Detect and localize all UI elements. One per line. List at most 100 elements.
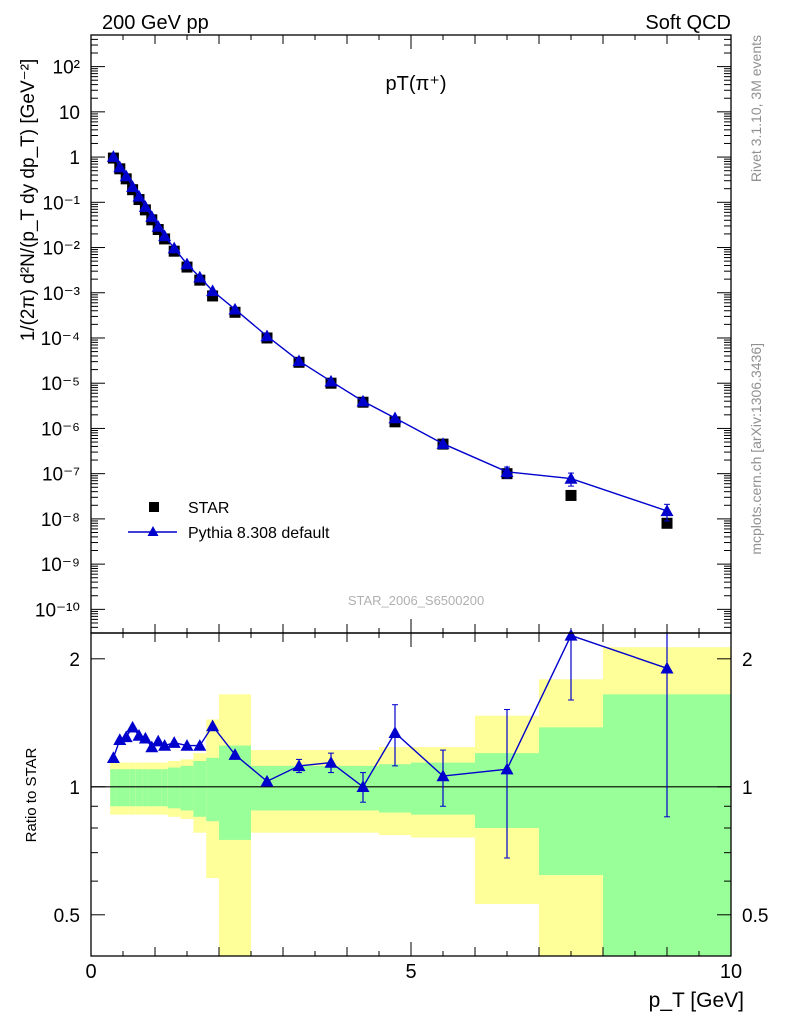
pythia-point-0	[106, 150, 120, 162]
ratio-point-9	[167, 736, 181, 748]
pythia-point-22	[660, 504, 674, 517]
x-tick-label: 0	[85, 961, 96, 983]
y-tick-label-upper: 10⁻¹⁰	[35, 600, 80, 621]
y-tick-label-upper: 10⁻¹	[43, 193, 81, 214]
band-inner-7	[155, 769, 162, 807]
ratio-point-11	[193, 739, 207, 751]
band-inner-12	[206, 757, 219, 822]
band-inner-5	[142, 769, 149, 807]
band-inner-15	[283, 765, 315, 811]
band-inner-9	[167, 767, 181, 809]
rivet-label: Rivet 3.1.10, 3M events	[748, 35, 764, 182]
band-inner-6	[148, 769, 155, 807]
pythia-point-13	[228, 302, 242, 315]
x-tick-label: 5	[405, 961, 416, 983]
pythia-point-2	[119, 169, 133, 182]
pythia-point-14	[260, 329, 274, 342]
pythia-point-7	[151, 220, 165, 232]
ratio-point-13	[228, 748, 242, 760]
y-tick-label-ratio-right: 0.5	[742, 906, 768, 927]
data-series	[106, 150, 674, 859]
ratio-plot-frame	[90, 632, 732, 957]
y-tick-label-ratio-right: 1	[742, 778, 753, 799]
pythia-point-6	[145, 210, 159, 222]
pythia-point-3	[126, 180, 140, 193]
series-pythia	[106, 150, 674, 522]
pythia-point-10	[180, 257, 194, 270]
ratio-point-0	[106, 751, 120, 764]
ratio-point-15	[292, 759, 306, 772]
band-inner-18	[379, 764, 411, 813]
ratio-point-10	[180, 739, 194, 751]
ratio-point-12	[206, 719, 220, 732]
pythia-point-17	[356, 394, 370, 407]
y-tick-label-upper: 1	[69, 148, 80, 169]
band-inner-1	[116, 769, 123, 807]
y-tick-label-upper: 10⁻⁸	[41, 510, 80, 531]
band-inner-8	[161, 769, 168, 807]
y-tick-label-ratio-left: 0.5	[54, 906, 80, 927]
x-tick-label: 10	[720, 961, 742, 983]
y-tick-label-upper: 10⁻⁷	[42, 465, 80, 486]
band-inner-13	[219, 745, 251, 840]
pythia-line	[112, 156, 668, 512]
y-tick-label-upper: 10⁻⁹	[41, 555, 80, 576]
band-inner-11	[193, 760, 207, 817]
y-tick-label-upper: 10⁻³	[43, 284, 81, 305]
pythia-point-5	[138, 200, 152, 212]
ratio-point-20	[500, 762, 514, 775]
analysis-label: STAR_2006_S6500200	[348, 593, 484, 608]
ratio-point-6	[145, 740, 159, 753]
legend-label-pythia: Pythia 8.308 default	[188, 525, 330, 542]
y-tick-label-upper: 10⁻⁵	[41, 374, 80, 395]
band-inner-4	[135, 769, 143, 807]
pythia-point-21	[564, 472, 578, 484]
x-axis-title: p_T [GeV]	[649, 989, 744, 1012]
pythia-point-16	[324, 374, 338, 387]
legend-label-star: STAR	[188, 500, 229, 517]
pythia-point-19	[436, 437, 450, 449]
legend-marker-pythia	[147, 526, 159, 536]
ratio-point-16	[324, 756, 338, 768]
series-star	[107, 152, 673, 529]
band-inner-10	[180, 765, 194, 811]
pythia-point-12	[206, 284, 220, 297]
y-tick-label-upper: 10⁻²	[43, 239, 81, 260]
ratio-point-5	[138, 731, 152, 744]
ratio-point-17	[356, 780, 370, 793]
pythia-point-18	[388, 411, 402, 424]
pythia-point-9	[167, 241, 181, 254]
ratio-point-8	[158, 739, 172, 751]
pythia-point-20	[500, 465, 514, 477]
band-inner-2	[123, 769, 130, 807]
ratio-point-21	[564, 628, 578, 641]
ratio-point-19	[436, 769, 450, 782]
legend-marker-star	[149, 502, 159, 512]
ratio-bands	[110, 647, 731, 956]
y-tick-label-ratio-left: 2	[69, 650, 80, 671]
band-inner-3	[129, 769, 136, 807]
y-tick-label-upper: 10⁻⁴	[41, 329, 80, 350]
pythia-point-4	[132, 189, 146, 202]
band-inner-0	[110, 769, 117, 807]
star-point-21	[565, 489, 577, 501]
pythia-point-15	[292, 354, 306, 367]
ratio-point-2	[119, 730, 133, 743]
ratio-point-7	[151, 734, 165, 747]
ratio-point-3	[126, 720, 140, 733]
ratio-point-14	[260, 774, 274, 787]
plot-title: pT(π⁺)	[385, 73, 446, 95]
series-ratio-pythia	[106, 628, 674, 859]
pythia-point-1	[113, 160, 127, 173]
pythia-point-8	[158, 229, 172, 242]
header-right-label: Soft QCD	[645, 12, 731, 34]
source-label: mcplots.cern.ch [arXiv:1306.3436]	[748, 343, 764, 555]
band-inner-16	[315, 765, 347, 811]
upper-plot-frame	[90, 34, 732, 634]
ratio-point-18	[388, 726, 402, 738]
ratio-point-22	[660, 661, 674, 674]
axis-ticks: 0 5 10 10⁻¹⁰ 10⁻⁹ 10⁻⁸ 10⁻⁷ 10⁻⁶ 10⁻⁵ 10⁻⁴ 10⁻³ 10⁻…	[35, 34, 768, 983]
y-tick-label-upper: 10	[59, 103, 80, 124]
y-tick-label-ratio-left: 1	[69, 778, 80, 799]
